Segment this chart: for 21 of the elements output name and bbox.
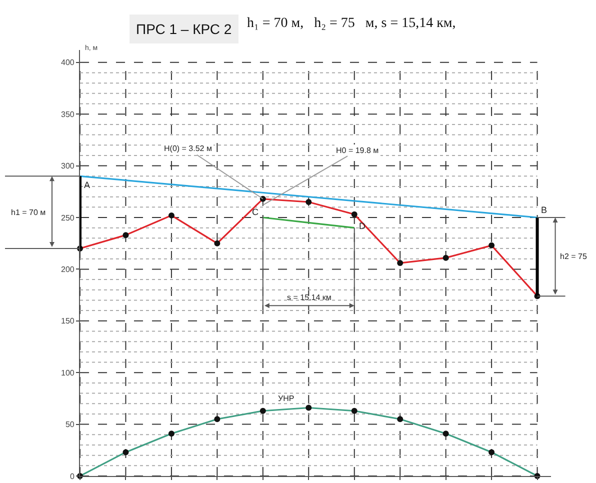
- y-tick-label: 150: [61, 316, 75, 326]
- y-tick-label: 0: [70, 472, 75, 481]
- chart-title: ПРС 1 – КРС 2: [136, 21, 232, 37]
- chart-subtitle: h₁ = 70 м, h₂ = 75 м, s = 15,14 км,: [247, 16, 456, 31]
- annotation: A: [84, 180, 90, 190]
- text: h1 = 70 м: [11, 208, 46, 217]
- y-tick-label: 100: [61, 368, 75, 378]
- annotation: H0 = 19.8 м: [336, 146, 379, 155]
- annotation: H(0) = 3.52 м: [164, 144, 212, 153]
- annotation: C: [252, 207, 259, 217]
- y-tick-label: 300: [61, 162, 75, 171]
- text: h2 = 75: [560, 252, 588, 261]
- y-tick-label: 350: [61, 110, 75, 119]
- y-tick-label: 400: [61, 58, 75, 68]
- y-tick-label: 250: [61, 213, 75, 222]
- annotation: s = 15.14 км: [287, 293, 332, 302]
- text: B: [541, 205, 548, 215]
- y-tick-label: 200: [61, 265, 75, 274]
- y-tick-label: 50: [65, 420, 75, 430]
- series-label: УНР: [278, 394, 294, 403]
- annotation: D: [359, 221, 366, 231]
